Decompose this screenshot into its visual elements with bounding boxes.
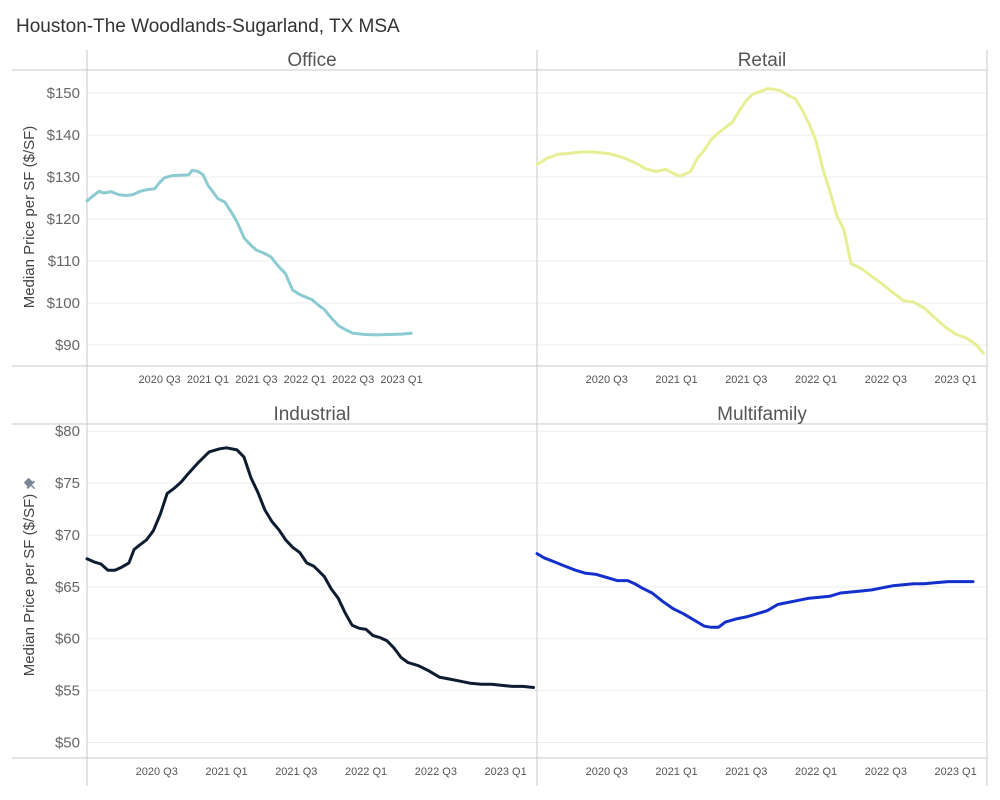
- series-line-retail[interactable]: [535, 87, 985, 355]
- x-tick-label: 2021 Q3: [275, 766, 317, 778]
- y-tick-label: $130: [47, 169, 80, 186]
- y-axis-label: Median Price per SF ($/SF): [21, 126, 38, 309]
- y-tick-label: $65: [55, 579, 80, 596]
- pin-icon[interactable]: [23, 477, 39, 493]
- x-tick-label: 2021 Q1: [205, 766, 247, 778]
- y-tick-label: $150: [47, 85, 80, 102]
- x-tick-label: 2020 Q3: [586, 766, 628, 778]
- x-tick-label: 2021 Q3: [725, 766, 767, 778]
- y-tick-label: $55: [55, 683, 80, 700]
- y-tick-label: $110: [48, 253, 80, 270]
- x-tick-label: 2022 Q1: [795, 766, 837, 778]
- x-tick-label: 2021 Q3: [235, 374, 277, 386]
- x-tick-label: 2022 Q3: [865, 374, 907, 386]
- series-line-office[interactable]: [85, 168, 413, 337]
- x-tick-label: 2022 Q3: [865, 766, 907, 778]
- x-tick-label: 2022 Q1: [284, 374, 326, 386]
- x-tick-label: 2023 Q1: [935, 374, 977, 386]
- y-tick-label: $75: [55, 475, 80, 492]
- y-tick-label: $60: [55, 631, 80, 648]
- y-tick-label: $70: [55, 527, 80, 544]
- y-tick-label: $80: [55, 423, 80, 440]
- panel-title-industrial: Industrial: [273, 404, 350, 425]
- y-tick-label: $140: [47, 127, 80, 144]
- y-tick-label: $50: [55, 734, 80, 751]
- x-tick-label: 2022 Q3: [415, 766, 457, 778]
- y-tick-label: $120: [47, 211, 80, 228]
- y-axis-label: Median Price per SF ($/SF): [21, 494, 38, 677]
- x-tick-label: 2020 Q3: [136, 766, 178, 778]
- x-tick-label: 2023 Q1: [485, 766, 527, 778]
- panel-title-retail: Retail: [738, 50, 787, 71]
- x-tick-label: 2023 Q1: [380, 374, 422, 386]
- panel-title-office: Office: [287, 50, 336, 71]
- x-tick-label: 2020 Q3: [138, 374, 180, 386]
- x-tick-label: 2022 Q3: [332, 374, 374, 386]
- x-tick-label: 2020 Q3: [586, 374, 628, 386]
- y-tick-label: $100: [47, 295, 80, 312]
- x-tick-label: 2021 Q1: [655, 766, 697, 778]
- series-line-industrial[interactable]: [85, 446, 535, 689]
- x-tick-label: 2023 Q1: [935, 766, 977, 778]
- x-tick-label: 2022 Q1: [345, 766, 387, 778]
- x-tick-label: 2021 Q3: [725, 374, 767, 386]
- y-tick-label: $90: [55, 337, 80, 354]
- x-tick-label: 2021 Q1: [655, 374, 697, 386]
- panel-title-multifamily: Multifamily: [717, 404, 807, 425]
- page-title: Houston-The Woodlands-Sugarland, TX MSA: [16, 16, 400, 37]
- series-line-multifamily[interactable]: [535, 552, 975, 629]
- x-tick-label: 2021 Q1: [187, 374, 229, 386]
- x-tick-label: 2022 Q1: [795, 374, 837, 386]
